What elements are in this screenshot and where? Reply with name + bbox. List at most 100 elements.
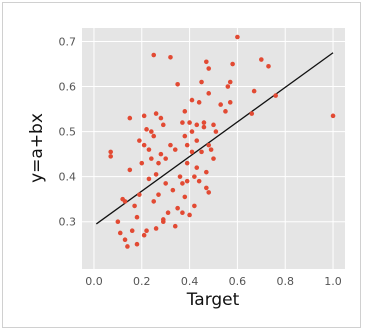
data-point <box>168 54 173 60</box>
data-point <box>156 192 161 197</box>
data-point <box>151 52 157 58</box>
data-point <box>266 63 271 69</box>
data-point <box>230 61 235 67</box>
data-point <box>141 142 147 148</box>
data-point <box>227 100 233 105</box>
data-point <box>187 120 192 125</box>
data-point <box>144 228 149 234</box>
data-point <box>204 59 209 65</box>
data-point <box>206 91 212 96</box>
data-point <box>158 115 164 121</box>
data-point <box>184 178 190 184</box>
data-point <box>151 199 157 204</box>
data-point <box>117 230 123 236</box>
data-point <box>182 194 188 200</box>
data-point <box>156 160 161 166</box>
data-point <box>144 127 149 132</box>
x-axis-label: Target <box>186 290 240 310</box>
data-point <box>153 172 159 177</box>
data-point <box>249 111 255 116</box>
data-point <box>122 237 128 243</box>
data-point <box>218 102 223 107</box>
y-axis-label: y=a+bx <box>27 113 47 183</box>
data-point <box>160 122 166 128</box>
data-point <box>122 199 128 204</box>
x-tick-label: 0.2 <box>133 275 151 288</box>
regression-line <box>95 52 334 225</box>
tick-labels: 0.0 0.2 0.4 0.6 0.8 1.0 0.3 0.4 0.5 0.6 0.7 <box>59 36 342 288</box>
data-point <box>170 187 176 193</box>
data-point <box>160 217 166 222</box>
data-point <box>208 147 214 152</box>
data-point <box>168 142 173 148</box>
data-point <box>204 185 209 191</box>
y-tick-label: 0.4 <box>59 171 77 184</box>
data-point <box>187 212 192 218</box>
data-point <box>206 190 212 195</box>
data-point <box>141 113 147 119</box>
data-point <box>163 181 168 186</box>
data-point <box>165 210 171 215</box>
data-point <box>146 147 152 152</box>
data-point <box>192 203 197 209</box>
data-point <box>175 82 180 87</box>
data-point <box>184 142 190 148</box>
data-point <box>149 129 154 134</box>
data-point <box>125 244 130 249</box>
data-point <box>127 167 133 173</box>
data-point <box>251 88 257 94</box>
data-point <box>196 100 202 105</box>
plot-area <box>82 28 345 269</box>
data-point <box>134 241 140 247</box>
data-point <box>115 219 121 225</box>
data-point <box>194 165 200 170</box>
data-point <box>196 178 202 184</box>
data-point <box>149 156 154 161</box>
data-point <box>153 226 159 231</box>
data-point <box>206 142 212 148</box>
y-tick-label: 0.3 <box>59 216 77 229</box>
data-point <box>199 149 204 155</box>
data-point <box>182 133 188 139</box>
data-point <box>139 160 145 166</box>
data-point <box>211 122 216 128</box>
x-tick-label: 1.0 <box>324 275 342 288</box>
gridlines <box>82 28 345 269</box>
data-point <box>137 138 142 143</box>
data-point <box>201 120 207 125</box>
data-point <box>206 66 212 71</box>
data-point <box>330 113 336 119</box>
x-tick-label: 0.8 <box>276 275 294 288</box>
data-point <box>132 203 137 209</box>
y-tick-label: 0.6 <box>59 81 77 94</box>
data-point <box>223 109 228 114</box>
data-point <box>199 79 204 85</box>
data-point <box>180 210 185 215</box>
data-point <box>158 151 164 157</box>
data-point <box>129 228 135 234</box>
data-point <box>192 174 197 179</box>
y-tick-label: 0.7 <box>59 36 77 49</box>
data-point <box>172 223 178 229</box>
x-tick-label: 0.0 <box>85 275 103 288</box>
x-tick-label: 0.6 <box>229 275 247 288</box>
data-point <box>273 93 278 98</box>
data-point <box>235 34 240 40</box>
x-tick-label: 0.4 <box>181 275 199 288</box>
data-point <box>180 120 185 125</box>
data-point <box>137 192 142 197</box>
data-point <box>180 181 185 186</box>
data-point <box>184 160 190 166</box>
data-point <box>194 138 200 143</box>
y-tick-label: 0.5 <box>59 126 77 139</box>
data-point <box>108 149 113 155</box>
data-point <box>127 115 133 121</box>
data-point <box>211 156 216 161</box>
data-point <box>194 122 200 128</box>
data-point <box>189 97 195 103</box>
data-point <box>163 156 168 161</box>
data-point <box>141 232 147 238</box>
data-point <box>153 111 159 116</box>
data-point <box>151 133 157 139</box>
data-point <box>108 154 113 159</box>
